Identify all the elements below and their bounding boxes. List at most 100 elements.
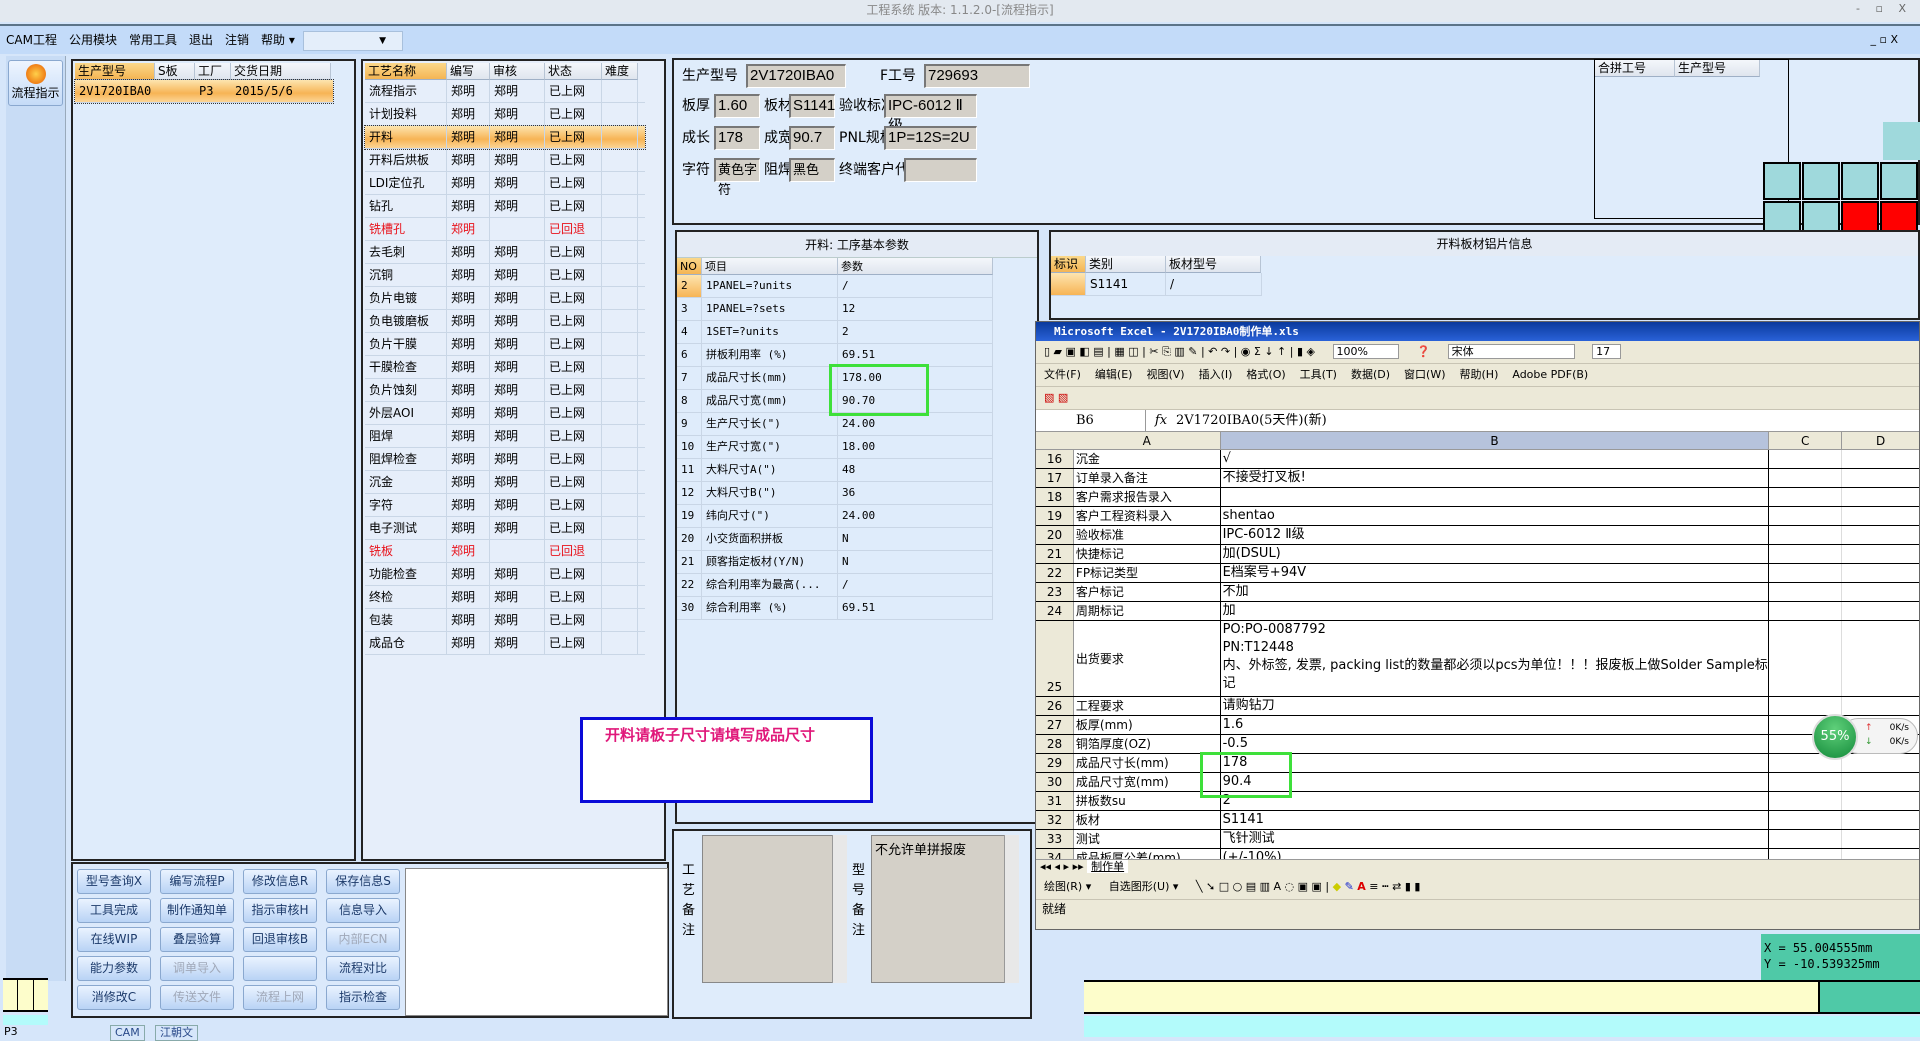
column-header[interactable]: C: [1769, 432, 1843, 449]
row-number[interactable]: 28: [1036, 735, 1074, 753]
font-size-select[interactable]: 17: [1592, 344, 1622, 359]
cell-b[interactable]: 1.6: [1221, 716, 1770, 734]
font-select[interactable]: 宋体: [1447, 344, 1575, 359]
model-row[interactable]: 2V1720IBA0 P3 2015/5/6: [74, 79, 334, 104]
cell-d[interactable]: [1842, 773, 1919, 791]
process-header-col[interactable]: 难度: [602, 63, 638, 80]
cell-c[interactable]: [1769, 545, 1843, 563]
process-header-col[interactable]: 工艺名称: [365, 63, 447, 80]
sheet-row[interactable]: 19 客户工程资料录入 shentao: [1036, 507, 1919, 526]
action-button[interactable]: 回退审核B: [243, 927, 317, 952]
sheet-row[interactable]: 21 快捷标记 加(DSUL): [1036, 545, 1919, 564]
cell-b[interactable]: -0.5: [1221, 735, 1770, 753]
process-remark-input[interactable]: [702, 835, 847, 983]
cell-c[interactable]: [1769, 697, 1843, 715]
cell-d[interactable]: [1842, 507, 1919, 525]
cell-b[interactable]: IPC-6012 Ⅱ级: [1221, 526, 1770, 544]
cell-c[interactable]: [1769, 583, 1843, 601]
cell-a[interactable]: 订单录入备注: [1074, 469, 1221, 487]
cell-b[interactable]: 加(DSUL): [1221, 545, 1770, 563]
cell-b[interactable]: 2: [1221, 792, 1770, 810]
process-row[interactable]: 铣板 郑明 已回退: [365, 540, 645, 563]
params-row[interactable]: 22 综合利用率为最高(... /: [677, 574, 993, 597]
row-number[interactable]: 30: [1036, 773, 1074, 791]
column-header[interactable]: A: [1074, 432, 1221, 449]
cell-d[interactable]: [1842, 754, 1919, 772]
row-number[interactable]: 16: [1036, 450, 1074, 468]
cell-d[interactable]: [1842, 450, 1919, 468]
process-row[interactable]: 负片干膜 郑明 郑明 已上网: [365, 333, 645, 356]
action-button[interactable]: 能力参数: [77, 956, 151, 981]
process-row[interactable]: 沉金 郑明 郑明 已上网: [365, 471, 645, 494]
cell-c[interactable]: [1769, 811, 1843, 829]
cell-a[interactable]: 沉金: [1074, 450, 1221, 468]
cell-b[interactable]: PO:PO-0087792 PN:T12448 内、外标签, 发票, packi…: [1221, 621, 1770, 696]
excel-menu-item[interactable]: 窗口(W): [1404, 368, 1446, 381]
process-row[interactable]: 成品仓 郑明 郑明 已上网: [365, 632, 645, 655]
params-row[interactable]: 21 顾客指定板材(Y/N) N: [677, 551, 993, 574]
action-button[interactable]: 流程对比: [326, 956, 400, 981]
row-number[interactable]: 25: [1036, 621, 1074, 696]
mat-field[interactable]: S1141: [789, 94, 835, 118]
zoom-select[interactable]: 100%: [1332, 344, 1399, 359]
menu-exit[interactable]: 退出: [188, 33, 213, 47]
action-button[interactable]: 工具完成: [77, 898, 151, 923]
cell-d[interactable]: [1842, 621, 1919, 696]
process-header-col[interactable]: 编写: [447, 63, 490, 80]
process-row[interactable]: 包装 郑明 郑明 已上网: [365, 609, 645, 632]
row-number[interactable]: 17: [1036, 469, 1074, 487]
child-window-controls[interactable]: _ ▫ X: [1870, 33, 1898, 46]
std-field[interactable]: IPC-6012 Ⅱ级: [884, 94, 977, 134]
row-number[interactable]: 21: [1036, 545, 1074, 563]
scrollbar[interactable]: [1004, 835, 1019, 983]
len-field[interactable]: 178: [714, 126, 760, 150]
row-number[interactable]: 33: [1036, 830, 1074, 848]
params-header-col[interactable]: 参数: [838, 258, 993, 275]
cell-a[interactable]: 出货要求: [1074, 621, 1221, 696]
merge-header-job[interactable]: 合拼工号: [1595, 60, 1675, 77]
cell-a[interactable]: 客户工程资料录入: [1074, 507, 1221, 525]
excel-menu-item[interactable]: 数据(D): [1350, 368, 1391, 381]
process-row[interactable]: 沉铜 郑明 郑明 已上网: [365, 264, 645, 287]
action-button[interactable]: 指示审核H: [243, 898, 317, 923]
cell-c[interactable]: [1769, 849, 1843, 859]
action-button[interactable]: 信息导入: [326, 898, 400, 923]
cell-d[interactable]: [1842, 488, 1919, 506]
excel-menu-item[interactable]: 帮助(H): [1459, 368, 1499, 381]
menu-cam[interactable]: CAM工程: [6, 33, 57, 47]
sheet-header-mark[interactable]: 标识: [1051, 256, 1086, 273]
cell-b[interactable]: 飞针测试: [1221, 830, 1770, 848]
pnl-field[interactable]: 1P=12S=2U: [884, 126, 977, 150]
action-button[interactable]: 型号查询X: [77, 869, 151, 894]
action-button[interactable]: 编写流程P: [160, 869, 234, 894]
action-button[interactable]: 指示检查: [326, 985, 400, 1010]
cell-d[interactable]: [1842, 697, 1919, 715]
sheet-row[interactable]: 33 测试 飞针测试: [1036, 830, 1919, 849]
cell-a[interactable]: 客户需求报告录入: [1074, 488, 1221, 506]
sheet-row[interactable]: 18 客户需求报告录入: [1036, 488, 1919, 507]
toolbar-icons[interactable]: ▯ ▰ ▣ ◧ ▤ | ▦ ◫ | ✂ ⎘ ▥ ✎ | ↶ ↷ | ◉ Σ ↓ …: [1044, 345, 1315, 358]
sheet-tab[interactable]: 制作单: [1087, 860, 1129, 873]
cell-a[interactable]: 验收标准: [1074, 526, 1221, 544]
action-button[interactable]: [243, 956, 317, 981]
sheet-header-type[interactable]: 类别: [1086, 256, 1166, 273]
sheet-header-model[interactable]: 板材型号: [1166, 256, 1261, 273]
cell-b[interactable]: 请购钻刀: [1221, 697, 1770, 715]
action-button[interactable]: 叠层验算: [160, 927, 234, 952]
excel-menu-item[interactable]: 文件(F): [1044, 368, 1081, 381]
process-row[interactable]: 开料 郑明 郑明 已上网: [364, 125, 646, 150]
process-row[interactable]: 终检 郑明 郑明 已上网: [365, 586, 645, 609]
help-icon[interactable]: ❓: [1416, 345, 1431, 358]
cell-b[interactable]: 178: [1221, 754, 1770, 772]
cell-a[interactable]: FP标记类型: [1074, 564, 1221, 582]
process-row[interactable]: 负片电镀 郑明 郑明 已上网: [365, 287, 645, 310]
sheet-row[interactable]: 22 FP标记类型 E档案号+94V: [1036, 564, 1919, 583]
cell-d[interactable]: [1842, 545, 1919, 563]
name-box[interactable]: B6: [1036, 410, 1146, 431]
model-field[interactable]: 2V1720IBA0: [746, 64, 846, 88]
cell-a[interactable]: 铜箔厚度(OZ): [1074, 735, 1221, 753]
sheet-row[interactable]: 25 出货要求 PO:PO-0087792 PN:T12448 内、外标签, 发票,…: [1036, 621, 1919, 697]
autoshape-menu[interactable]: 自选图形(U) ▾: [1108, 880, 1179, 893]
process-row[interactable]: 干膜检查 郑明 郑明 已上网: [365, 356, 645, 379]
cell-a[interactable]: 成品板厚公差(mm): [1074, 849, 1221, 859]
